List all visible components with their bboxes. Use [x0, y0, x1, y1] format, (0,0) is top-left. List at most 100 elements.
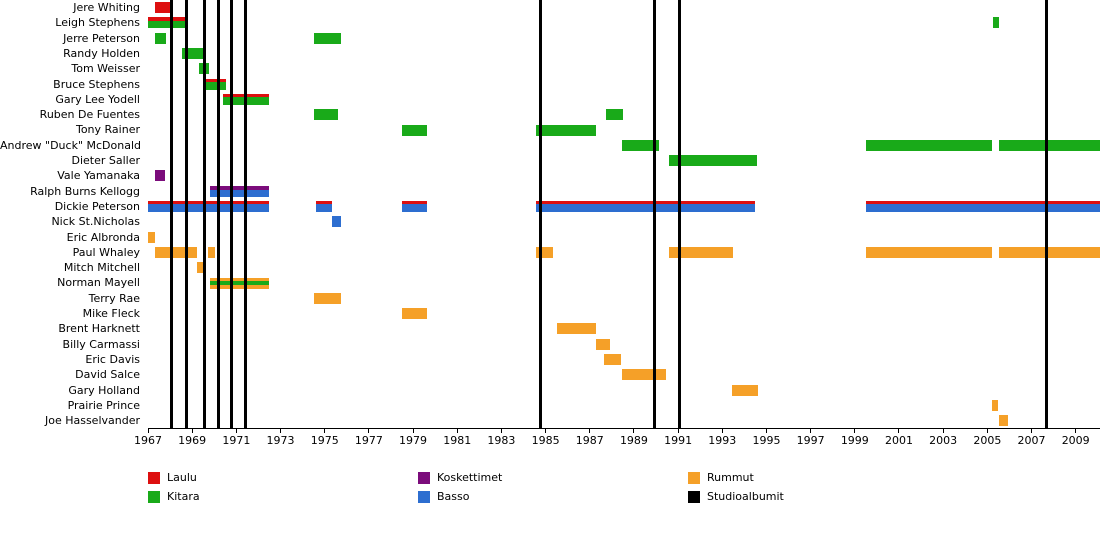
bar-stripe: [402, 201, 428, 205]
studio-album-line: [678, 0, 682, 428]
timeline-bar: [154, 246, 197, 258]
timeline-bar: [999, 139, 1100, 151]
axis-tick: [677, 429, 679, 433]
member-label: Billy Carmassi: [62, 337, 140, 351]
legend-label: Kitara: [167, 490, 200, 503]
axis-year-label: 1979: [399, 434, 428, 447]
bar-stripe: [209, 190, 270, 197]
legend-item: Basso: [418, 490, 469, 504]
bar-stripe: [315, 204, 333, 213]
axis-tick: [854, 429, 856, 433]
timeline-bar: [402, 201, 428, 213]
axis-tick: [324, 429, 326, 433]
timeline-bar: [535, 246, 554, 258]
bar-stripe: [865, 204, 1100, 213]
member-label: Gary Lee Yodell: [55, 92, 140, 106]
studio-album-line: [230, 0, 234, 428]
axis-tick: [589, 429, 591, 433]
bar-stripe: [209, 277, 270, 282]
axis-year-label: 2003: [929, 434, 958, 447]
timeline-bar: [402, 124, 428, 136]
bar-stripe: [865, 246, 992, 258]
member-label: Mitch Mitchell: [63, 261, 140, 275]
timeline-bar: [556, 323, 597, 335]
bar-stripe: [148, 17, 187, 21]
axis-baseline: [148, 428, 1100, 429]
legend-swatch: [418, 491, 430, 503]
member-label: Vale Yamanaka: [57, 169, 140, 183]
member-label: Tom Weisser: [71, 62, 140, 76]
axis-year-label: 1977: [354, 434, 383, 447]
timeline-bar: [154, 2, 171, 14]
member-label: Eric Davis: [85, 352, 140, 366]
timeline-bar: [313, 32, 342, 44]
bar-stripe: [148, 204, 270, 213]
bar-stripe: [621, 369, 666, 381]
timeline-bar: [621, 139, 660, 151]
bar-stripe: [402, 124, 428, 136]
legend-label: Koskettimet: [437, 471, 503, 484]
axis-tick: [368, 429, 370, 433]
member-label: Prairie Prince: [67, 398, 140, 412]
bar-stripe: [332, 216, 342, 228]
legend-swatch: [418, 472, 430, 484]
bar-stripe: [999, 246, 1100, 258]
studio-album-line: [538, 0, 542, 428]
axis-year-label: 1981: [443, 434, 472, 447]
axis-tick: [412, 429, 414, 433]
axis-tick: [456, 429, 458, 433]
bar-stripe: [154, 32, 166, 44]
axis-tick: [235, 429, 237, 433]
legend-label: Rummut: [707, 471, 754, 484]
legend-item: Koskettimet: [418, 471, 502, 485]
member-label: Jere Whiting: [73, 1, 140, 14]
axis-year-label: 1967: [134, 434, 162, 447]
bar-stripe: [205, 78, 227, 83]
axis-year-label: 2007: [1017, 434, 1046, 447]
axis-year-label: 1989: [619, 434, 648, 447]
member-label: Andrew "Duck" McDonald: [0, 138, 141, 152]
bar-stripe: [596, 338, 610, 350]
bar-stripe: [535, 246, 554, 258]
axis-year-label: 1987: [575, 434, 604, 447]
timeline-bar: [207, 246, 216, 258]
timeline-bar: [313, 109, 338, 121]
bar-stripe: [556, 323, 597, 335]
axis-year-label: 2001: [884, 434, 913, 447]
bar-stripe: [992, 17, 1000, 29]
timeline-bar: [865, 201, 1100, 213]
legend-label: Laulu: [167, 471, 197, 484]
axis-year-label: 1983: [487, 434, 516, 447]
legend-item: Laulu: [148, 471, 197, 485]
member-label: David Salce: [75, 368, 140, 382]
bar-stripe: [313, 32, 342, 44]
bar-stripe: [148, 231, 155, 243]
bar-stripe: [148, 20, 187, 29]
timeline-bar: [148, 231, 155, 243]
legend-label: Studioalbumit: [707, 490, 784, 503]
timeline-bar: [992, 17, 1000, 29]
legend-item: Rummut: [688, 471, 754, 485]
axis-tick: [898, 429, 900, 433]
member-label: Joe Hasselvander: [44, 414, 140, 428]
studio-album-line: [216, 0, 220, 428]
timeline-bar: [148, 17, 187, 29]
axis-year-label: 2005: [973, 434, 1002, 447]
bar-stripe: [535, 204, 756, 213]
axis-year-label: 1969: [178, 434, 207, 447]
bar-stripe: [991, 399, 999, 411]
legend-swatch: [148, 472, 160, 484]
timeline-bar: [604, 354, 621, 366]
axis-tick: [1031, 429, 1033, 433]
axis-tick: [986, 429, 988, 433]
bar-stripe: [154, 2, 171, 14]
timeline-bar: [999, 246, 1100, 258]
legend-label: Basso: [437, 490, 470, 503]
axis-tick: [147, 429, 149, 433]
timeline-bar: [154, 170, 165, 182]
member-label: Brent Harknett: [58, 322, 140, 336]
member-label: Paul Whaley: [72, 245, 140, 259]
bar-stripe: [865, 201, 1100, 205]
